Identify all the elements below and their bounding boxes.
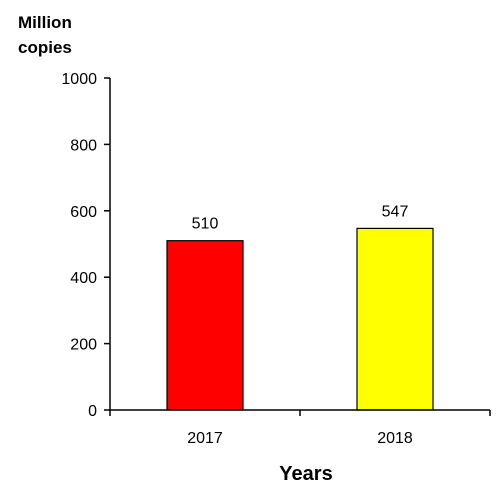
x-tick-label: 2017 bbox=[187, 430, 223, 447]
y-tick-label: 800 bbox=[70, 137, 97, 154]
bar-2017 bbox=[166, 240, 244, 411]
y-tick-label: 200 bbox=[70, 337, 97, 354]
x-axis-title: Years bbox=[279, 463, 332, 483]
data-label: 510 bbox=[192, 216, 219, 233]
y-tick-label: 0 bbox=[88, 403, 97, 420]
x-tick-label: 2018 bbox=[377, 430, 413, 447]
y-tick-label: 600 bbox=[70, 204, 97, 221]
y-axis-title-line-2: copies bbox=[18, 38, 72, 57]
x-axis-ticks: 2017 2018 bbox=[109, 410, 491, 447]
y-axis-title-line-1: Million bbox=[18, 13, 72, 32]
y-tick-label: 1000 bbox=[61, 71, 97, 88]
y-tick-label: 400 bbox=[70, 270, 97, 287]
bar-2018 bbox=[356, 227, 434, 411]
data-label: 547 bbox=[382, 203, 409, 220]
bars: 510 547 bbox=[166, 203, 434, 411]
y-axis-ticks: 0 200 400 600 800 1000 bbox=[61, 71, 110, 420]
